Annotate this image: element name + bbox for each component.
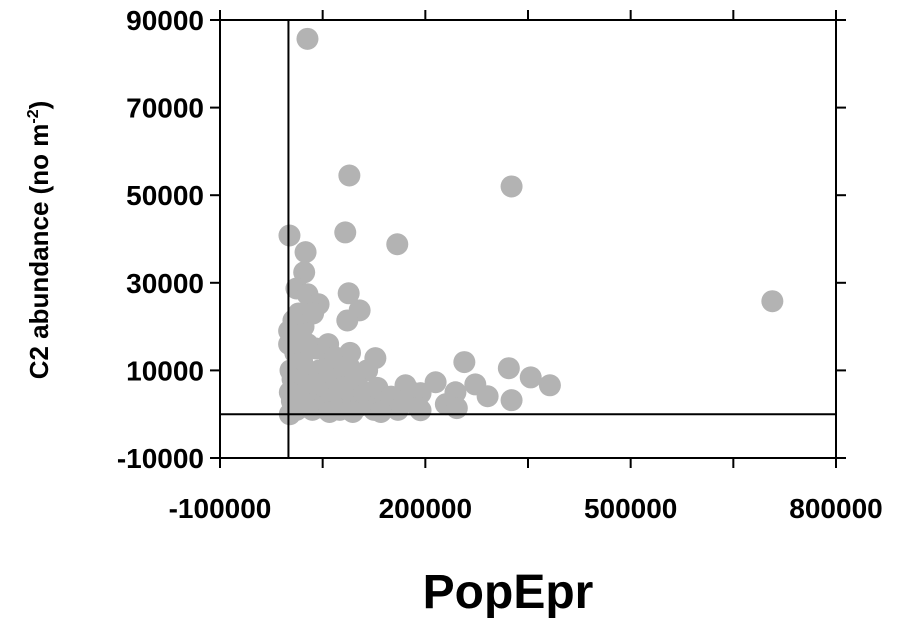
point: [344, 363, 367, 386]
point: [278, 224, 301, 247]
point: [296, 27, 319, 50]
point: [497, 357, 520, 380]
point: [338, 164, 361, 187]
y-axis-label-main: C2 abundance (no m: [24, 124, 54, 380]
point: [334, 221, 357, 244]
y-axis-label-sup: -2: [25, 109, 42, 123]
x-tick-label: -100000: [169, 493, 272, 524]
y-tick-label: 10000: [126, 355, 204, 386]
point: [369, 401, 392, 424]
point: [424, 371, 447, 394]
point: [519, 366, 542, 389]
point: [330, 376, 353, 399]
point: [318, 401, 341, 424]
point: [337, 282, 360, 305]
point: [761, 290, 784, 313]
y-axis-label-end: ): [24, 101, 54, 110]
y-tick-label: -10000: [117, 443, 204, 474]
point: [291, 350, 314, 373]
point: [336, 309, 359, 332]
y-tick-label: 70000: [126, 93, 204, 124]
point: [453, 351, 476, 374]
point: [386, 233, 409, 256]
point: [294, 241, 317, 264]
x-tick-label: 200000: [379, 493, 472, 524]
point: [278, 381, 301, 404]
point: [341, 401, 364, 424]
x-tick-label: 500000: [584, 493, 677, 524]
y-tick-label: 50000: [126, 180, 204, 211]
point: [302, 302, 325, 325]
point: [303, 372, 326, 395]
point: [500, 389, 523, 412]
x-axis-label: PopEpr: [423, 566, 594, 619]
point: [538, 374, 561, 397]
x-tick-label: 800000: [789, 493, 882, 524]
point: [407, 396, 430, 419]
point: [476, 385, 499, 408]
point: [445, 397, 468, 420]
point: [296, 333, 319, 356]
point: [500, 175, 523, 198]
y-axis-label: C2 abundance (no m-2): [24, 101, 54, 380]
y-tick-label: 90000: [126, 5, 204, 36]
y-tick-label: 30000: [126, 268, 204, 299]
